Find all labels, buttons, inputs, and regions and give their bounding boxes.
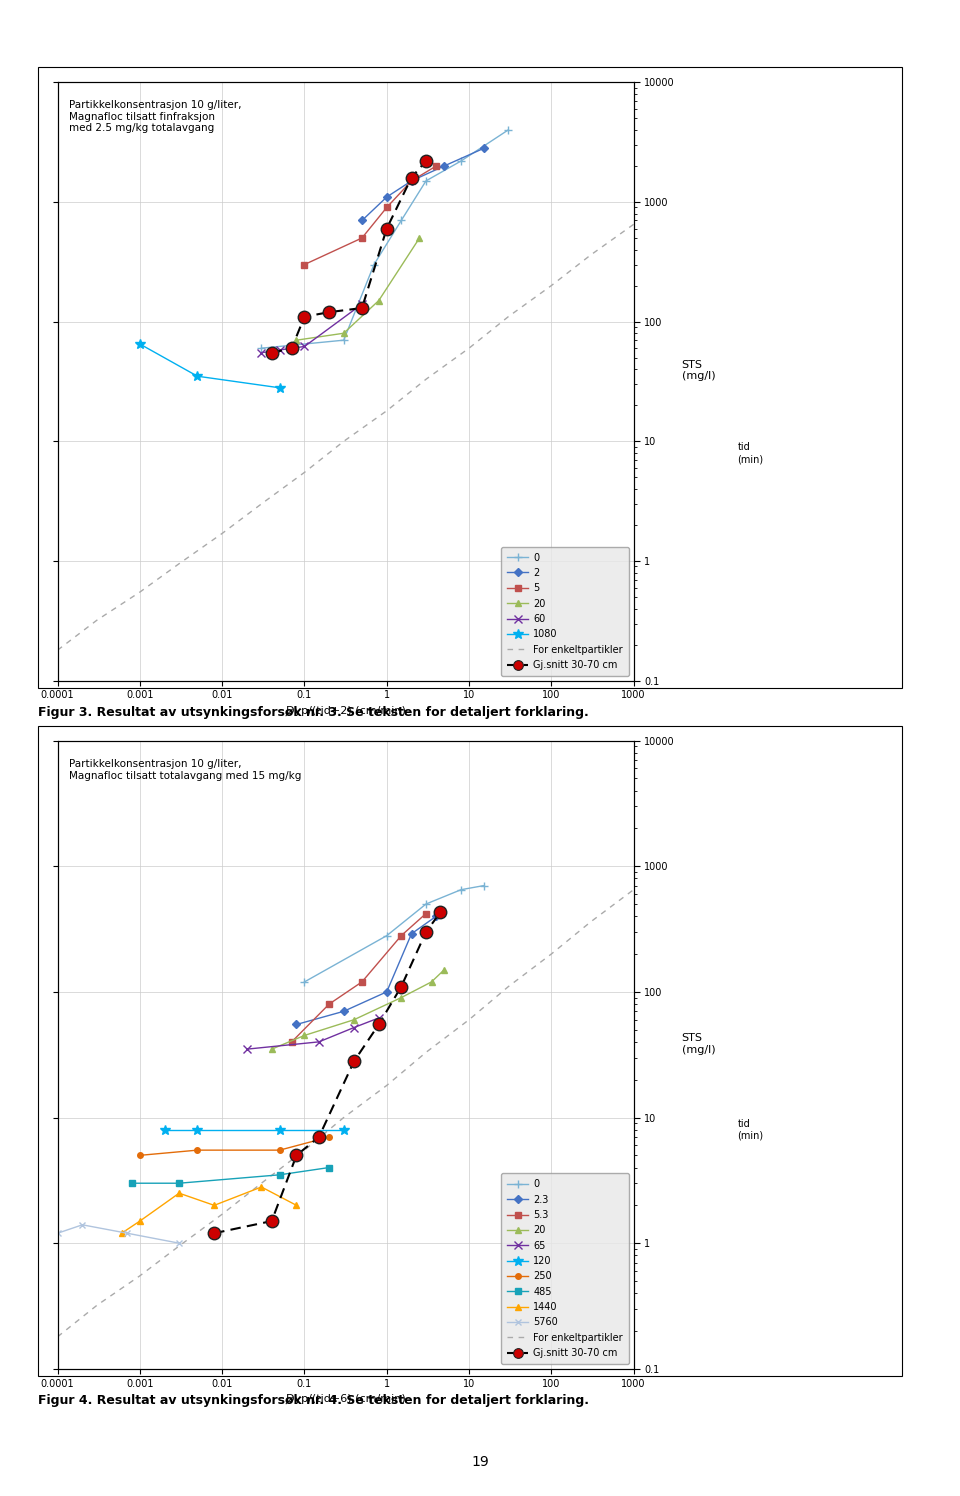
Y-axis label: STS
(mg/l): STS (mg/l) [682, 361, 715, 381]
Text: Partikkelkonsentrasjon 10 g/liter,
Magnafloc tilsatt finfraksjon
med 2.5 mg/kg t: Partikkelkonsentrasjon 10 g/liter, Magna… [69, 100, 242, 133]
Y-axis label: STS
(mg/l): STS (mg/l) [682, 1034, 715, 1055]
Text: 19: 19 [471, 1456, 489, 1469]
Text: tid
(min): tid (min) [737, 443, 763, 464]
Text: Figur 4. Resultat av utsynkingsforsøk nr. 4. Se teksten for detaljert forklaring: Figur 4. Resultat av utsynkingsforsøk nr… [38, 1394, 589, 1408]
X-axis label: Dyp/(tid+2) (cm/min): Dyp/(tid+2) (cm/min) [286, 706, 405, 717]
Legend: 0, 2.3, 5.3, 20, 65, 120, 250, 485, 1440, 5760, For enkeltpartikler, Gj.snitt 30: 0, 2.3, 5.3, 20, 65, 120, 250, 485, 1440… [501, 1173, 629, 1364]
Legend: 0, 2, 5, 20, 60, 1080, For enkeltpartikler, Gj.snitt 30-70 cm: 0, 2, 5, 20, 60, 1080, For enkeltpartikl… [501, 546, 629, 676]
Text: Figur 3. Resultat av utsynkingsforsøk nr. 3. Se teksten for detaljert forklaring: Figur 3. Resultat av utsynkingsforsøk nr… [38, 706, 589, 720]
X-axis label: Dyp/(tid+6) (cm/min): Dyp/(tid+6) (cm/min) [286, 1394, 405, 1405]
Text: Partikkelkonsentrasjon 10 g/liter,
Magnafloc tilsatt totalavgang med 15 mg/kg: Partikkelkonsentrasjon 10 g/liter, Magna… [69, 760, 301, 781]
Text: tid
(min): tid (min) [737, 1119, 763, 1141]
